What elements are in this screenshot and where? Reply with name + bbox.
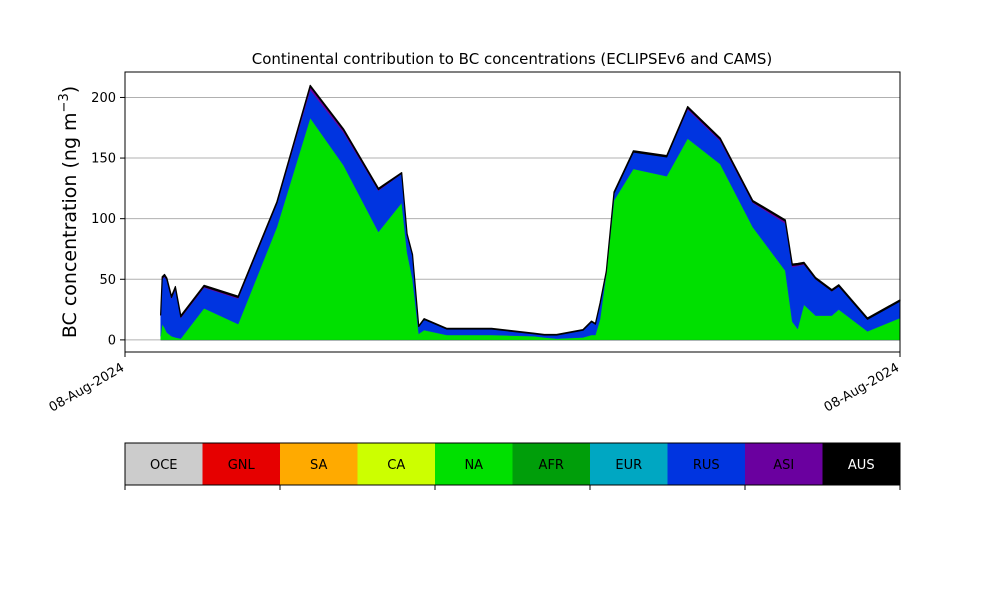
chart-title: Continental contribution to BC concentra… xyxy=(252,50,773,68)
legend-swatch-eur xyxy=(590,443,668,485)
y-tick-label-0: 0 xyxy=(108,333,116,348)
x-ticks: 08-Aug-2024 08-Aug-2024 xyxy=(47,352,902,416)
legend-colorbar: OCE GNL SA CA NA AFR EUR RUS ASI AUS xyxy=(124,442,901,490)
legend-label-sa: SA xyxy=(310,458,327,473)
y-axis-label: BC concentration (ng m−3) xyxy=(57,86,81,338)
legend-frame xyxy=(124,442,901,486)
legend-swatch-aus xyxy=(822,443,900,485)
axes xyxy=(124,71,901,353)
legend-label-afr: AFR xyxy=(539,458,564,473)
legend-swatch-asi xyxy=(745,443,823,485)
x-tick-label-0: 08-Aug-2024 xyxy=(47,360,127,415)
legend-label-gnl: GNL xyxy=(228,458,256,473)
legend-label-eur: EUR xyxy=(615,458,642,473)
y-tick-label-4: 200 xyxy=(91,91,116,106)
legend-label-ca: CA xyxy=(387,458,405,473)
legend-label-asi: ASI xyxy=(773,458,794,473)
y-axis-label-superscript: −3 xyxy=(57,93,72,112)
legend-swatch-sa xyxy=(280,443,358,485)
legend-swatch-ca xyxy=(357,443,435,485)
legend-label-rus: RUS xyxy=(693,458,720,473)
y-tick-label-3: 150 xyxy=(91,152,116,167)
legend-swatch-rus xyxy=(667,443,745,485)
legend-swatch-oce xyxy=(125,443,203,485)
y-tick-label-1: 50 xyxy=(99,273,116,288)
legend-label-aus: AUS xyxy=(848,458,875,473)
y-axis-label-end: ) xyxy=(59,86,81,93)
legend-label-na: NA xyxy=(464,458,483,473)
legend-swatch-gnl xyxy=(202,443,280,485)
y-ticks: 0 50 100 150 200 xyxy=(91,91,125,348)
y-tick-label-2: 100 xyxy=(91,212,116,227)
legend-label-oce: OCE xyxy=(150,458,178,473)
plot-frame xyxy=(124,71,901,353)
stacked-areas xyxy=(160,84,901,341)
legend-swatch-na xyxy=(435,443,513,485)
y-axis-label-main: BC concentration (ng m xyxy=(59,112,81,338)
x-tick-label-1: 08-Aug-2024 xyxy=(822,360,902,415)
legend-swatch-afr xyxy=(512,443,590,485)
